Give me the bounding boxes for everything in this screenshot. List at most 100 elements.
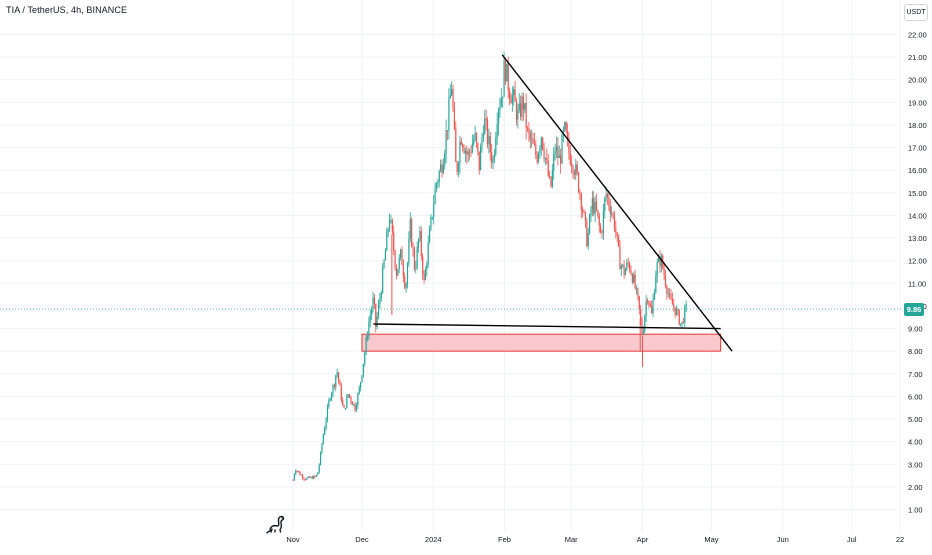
candle-body bbox=[593, 198, 595, 214]
candle bbox=[315, 474, 318, 477]
candle bbox=[506, 63, 508, 82]
last-price-badge: 9.86 bbox=[904, 303, 924, 316]
candle bbox=[524, 103, 526, 114]
candle bbox=[415, 260, 417, 274]
candle-body bbox=[358, 387, 360, 394]
candle-body bbox=[667, 293, 669, 295]
candle-body bbox=[597, 210, 599, 216]
candle bbox=[663, 261, 665, 280]
tradingview-dino-icon[interactable] bbox=[266, 512, 288, 534]
candle bbox=[474, 125, 476, 142]
candle bbox=[335, 374, 337, 392]
candle-body bbox=[620, 265, 622, 270]
candle-body bbox=[566, 131, 569, 138]
candle bbox=[325, 417, 327, 431]
candle-body bbox=[561, 134, 563, 164]
candle-body bbox=[468, 151, 471, 153]
candle bbox=[470, 145, 472, 158]
candle-body bbox=[517, 110, 519, 120]
candle-body bbox=[480, 146, 482, 171]
candle-body bbox=[371, 309, 373, 316]
candle-body bbox=[644, 315, 646, 332]
candle bbox=[565, 120, 567, 134]
candle bbox=[293, 473, 295, 481]
candle bbox=[655, 270, 657, 294]
candle-body bbox=[659, 257, 661, 267]
price-tick-label: 5.00 bbox=[908, 415, 923, 424]
candle bbox=[611, 206, 613, 218]
candle-body bbox=[489, 136, 491, 153]
candle bbox=[583, 209, 585, 214]
candle-body bbox=[321, 443, 323, 453]
candle-body bbox=[427, 242, 429, 265]
candle bbox=[460, 137, 462, 146]
candle-body bbox=[359, 382, 362, 388]
candle bbox=[630, 265, 632, 276]
candle-body bbox=[384, 250, 387, 261]
candle bbox=[448, 88, 450, 140]
candle-body bbox=[631, 274, 633, 283]
candle bbox=[342, 397, 344, 407]
candle bbox=[491, 143, 493, 169]
candle bbox=[422, 253, 424, 281]
candle bbox=[408, 231, 410, 267]
candle bbox=[318, 463, 320, 474]
candle bbox=[388, 213, 391, 232]
candle bbox=[651, 300, 653, 314]
candle-body bbox=[438, 171, 440, 182]
candle bbox=[531, 129, 533, 148]
candle bbox=[468, 148, 471, 161]
candle bbox=[493, 148, 496, 164]
candle bbox=[437, 179, 439, 189]
candle-body bbox=[477, 143, 479, 152]
time-tick-label: 2024 bbox=[425, 535, 442, 544]
candle-body bbox=[319, 452, 322, 465]
candle bbox=[401, 246, 403, 266]
candle-body bbox=[522, 96, 524, 110]
symbol-title[interactable]: TIA / TetherUS, 4h, BINANCE bbox=[6, 5, 128, 15]
price-axis[interactable]: 1.002.003.004.005.006.007.008.009.0010.0… bbox=[908, 31, 927, 515]
candle bbox=[503, 51, 505, 97]
candle bbox=[529, 129, 531, 149]
candle-body bbox=[528, 128, 530, 133]
candle-body bbox=[587, 233, 589, 247]
candle-body bbox=[634, 274, 636, 289]
candle-body bbox=[404, 276, 406, 288]
candle bbox=[641, 316, 643, 335]
candle-body bbox=[671, 298, 673, 305]
candle bbox=[337, 371, 340, 384]
candle bbox=[558, 145, 560, 158]
candle bbox=[419, 225, 421, 243]
time-axis[interactable]: Nov Dec 2024 Feb Mar Apr May Jun Jul 22 bbox=[286, 535, 904, 544]
candle bbox=[484, 109, 486, 135]
candle bbox=[451, 81, 453, 97]
price-tick-label: 3.00 bbox=[908, 460, 923, 469]
candle bbox=[510, 93, 512, 104]
candle bbox=[333, 383, 335, 390]
candle-body bbox=[315, 475, 318, 477]
candle-body bbox=[608, 197, 610, 207]
candle bbox=[608, 190, 610, 212]
candle-body bbox=[354, 404, 356, 411]
candle-body bbox=[413, 249, 415, 269]
candle bbox=[496, 112, 498, 146]
candle-body bbox=[576, 164, 578, 173]
candle-body bbox=[553, 154, 555, 171]
candle-body bbox=[292, 480, 294, 481]
candle-body bbox=[398, 257, 400, 270]
candle bbox=[300, 473, 302, 476]
candle-body bbox=[422, 256, 424, 274]
candle bbox=[346, 393, 348, 409]
candle-body bbox=[622, 264, 624, 266]
candle bbox=[550, 176, 552, 188]
candle bbox=[340, 382, 342, 403]
candle bbox=[455, 121, 457, 163]
candle-body bbox=[333, 384, 335, 387]
candle-body bbox=[609, 206, 611, 214]
currency-button[interactable]: USDT bbox=[904, 4, 928, 21]
candle bbox=[671, 292, 673, 305]
candle-body bbox=[583, 211, 585, 213]
trendlines[interactable] bbox=[373, 54, 733, 352]
